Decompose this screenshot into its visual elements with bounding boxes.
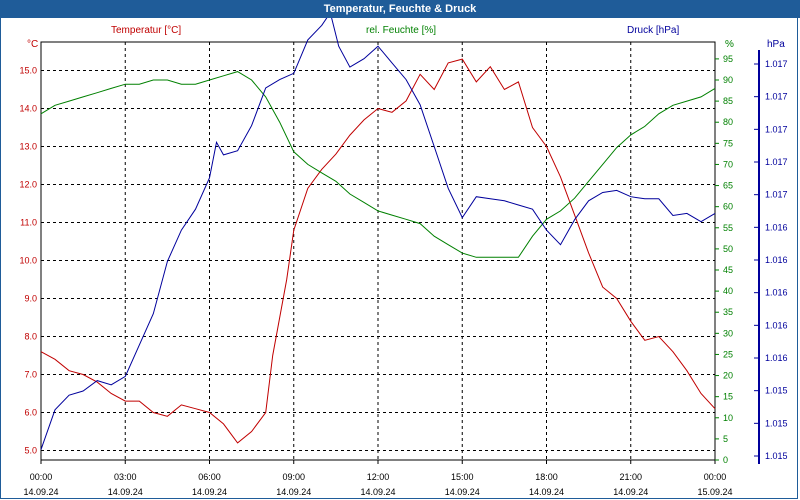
pressure-axis-title: Druck [hPa]: [627, 25, 679, 36]
humidity-tick-label: 45: [723, 265, 733, 275]
temperature-tick-label: 9.0: [24, 294, 37, 304]
pressure-series-line: [40, 18, 716, 450]
temperature-tick-label: 6.0: [24, 408, 37, 418]
temperature-tick-label: 11.0: [20, 218, 37, 228]
pressure-tick-label: 1.017: [765, 190, 788, 200]
x-tick-time: 12:00: [367, 472, 390, 482]
humidity-tick-label: 55: [723, 223, 733, 233]
temperature-tick-label: 7.0: [24, 370, 37, 380]
pressure-tick-label: 1.017: [765, 92, 788, 102]
temperature-tick-label: 15.0: [19, 66, 37, 76]
humidity-tick-label: 25: [723, 349, 733, 359]
x-tick-date: 14.09.24: [108, 487, 143, 497]
humidity-tick-label: 70: [723, 159, 733, 169]
humidity-tick-label: 60: [723, 202, 733, 212]
pressure-tick-label: 1.016: [765, 255, 788, 265]
x-tick-date: 14.09.24: [529, 487, 564, 497]
x-tick-time: 09:00: [282, 472, 305, 482]
humidity-tick-label: 40: [723, 286, 733, 296]
temperature-tick-label: 10.0: [19, 256, 37, 266]
window-title: Temperatur, Feuchte & Druck: [0, 0, 800, 18]
humidity-tick-label: 65: [723, 181, 733, 191]
x-tick-time: 00:00: [30, 472, 53, 482]
x-tick-time: 15:00: [451, 472, 474, 482]
humidity-tick-label: 15: [723, 392, 733, 402]
humidity-tick-label: 80: [723, 117, 733, 127]
pressure-tick-label: 1.016: [765, 222, 788, 232]
x-tick-time: 03:00: [114, 472, 137, 482]
humidity-tick-label: 10: [723, 413, 733, 423]
humidity-tick-label: 95: [723, 54, 733, 64]
temperature-series-line: [40, 58, 716, 444]
pressure-tick-label: 1.015: [765, 451, 788, 461]
humidity-tick-label: 30: [723, 328, 733, 338]
chart: 00:00 14.09.24 03:00 14.09.24 06:00 14.09.24 0…: [19, 18, 788, 497]
x-tick-date: 14.09.24: [613, 487, 648, 497]
x-tick-date: 14.09.24: [445, 487, 480, 497]
x-tick-date: 14.09.24: [360, 487, 395, 497]
humidity-tick-label: 85: [723, 96, 733, 106]
humidity-tick-label: 50: [723, 244, 733, 254]
x-tick-date: 15.09.24: [697, 487, 732, 497]
temperature-tick-label: 8.0: [24, 332, 37, 342]
x-tick-time: 00:00: [704, 472, 727, 482]
x-tick-time: 18:00: [535, 472, 558, 482]
x-tick-time: 06:00: [198, 472, 221, 482]
humidity-tick-label: 0: [723, 455, 728, 465]
temperature-tick-label: 13.0: [19, 142, 37, 152]
humidity-tick-label: 20: [723, 371, 733, 381]
humidity-series-line: [40, 71, 716, 258]
temperature-tick-label: 5.0: [24, 446, 37, 456]
pressure-tick-label: 1.016: [765, 288, 788, 298]
pressure-tick-label: 1.015: [765, 418, 788, 428]
temperature-unit: °C: [27, 39, 38, 50]
series-lines: [40, 18, 716, 450]
chart-frame: 00:00 14.09.24 03:00 14.09.24 06:00 14.09.24 0…: [0, 18, 798, 499]
humidity-tick-label: 90: [723, 75, 733, 85]
pressure-tick-label: 1.017: [765, 124, 788, 134]
x-tick-date: 14.09.24: [192, 487, 227, 497]
axis-labels: 00:00 14.09.24 03:00 14.09.24 06:00 14.09.24 0…: [19, 54, 787, 497]
humidity-tick-label: 75: [723, 138, 733, 148]
pressure-unit: hPa: [767, 39, 785, 50]
temperature-tick-label: 14.0: [19, 104, 37, 114]
pressure-tick-label: 1.017: [765, 157, 788, 167]
pressure-tick-label: 1.017: [765, 59, 788, 69]
pressure-tick-label: 1.016: [765, 353, 788, 363]
x-tick-date: 14.09.24: [276, 487, 311, 497]
humidity-tick-label: 5: [723, 434, 728, 444]
humidity-axis-title: rel. Feuchte [%]: [366, 25, 436, 36]
temperature-tick-label: 12.0: [19, 180, 37, 190]
pressure-tick-label: 1.016: [765, 320, 788, 330]
temperature-axis-title: Temperatur [°C]: [111, 25, 181, 36]
humidity-unit: %: [725, 39, 734, 50]
pressure-tick-label: 1.015: [765, 386, 788, 396]
x-tick-time: 21:00: [619, 472, 642, 482]
humidity-tick-label: 35: [723, 307, 733, 317]
x-tick-date: 14.09.24: [23, 487, 58, 497]
